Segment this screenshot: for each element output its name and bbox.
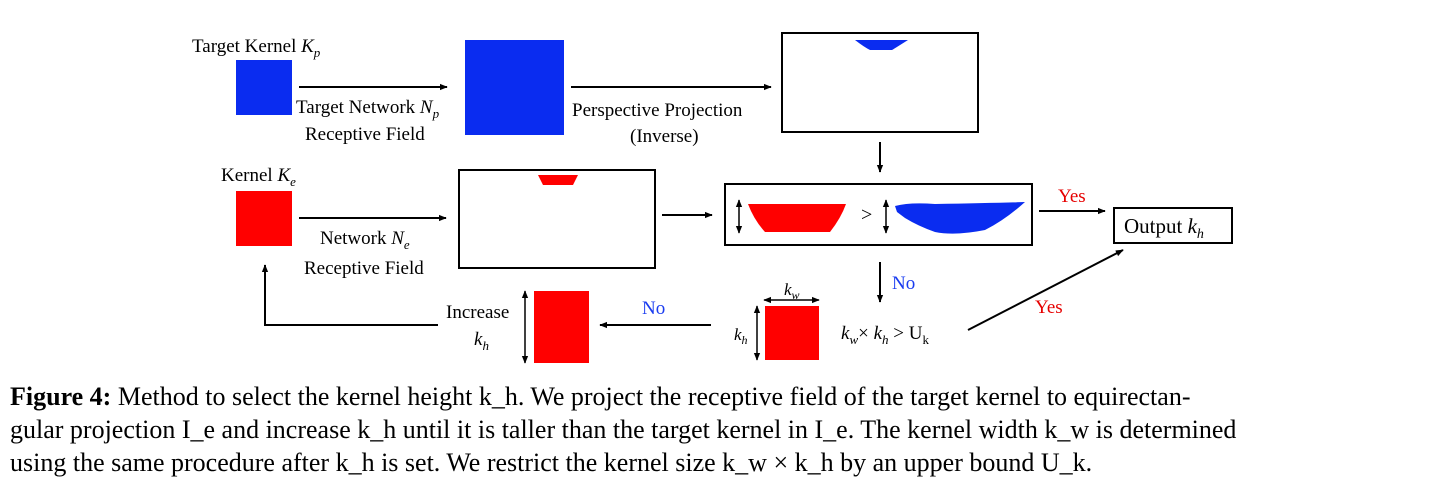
no-label-left: No	[642, 298, 665, 319]
kh-label-small: kh	[734, 325, 748, 347]
perspective-inverse-label: (Inverse)	[630, 126, 699, 147]
caption-line-1: Figure 4: Method to select the kernel he…	[10, 380, 1430, 413]
target-network-label: Target Network Np	[296, 97, 440, 121]
increase-kh-label: kh	[474, 329, 489, 353]
caption-line-3: using the same procedure after k_h is se…	[10, 448, 1093, 477]
increase-label: Increase	[446, 302, 509, 323]
perspective-projection-label: Perspective Projection	[572, 100, 743, 121]
bound-condition: kw× kh > Uk	[841, 323, 929, 347]
blue-region-compare	[895, 202, 1025, 234]
kw-label: kw	[784, 280, 800, 302]
kernel-label: Kernel Ke	[221, 165, 296, 189]
caption-line-2: gular projection I_e and increase k_h un…	[10, 415, 1237, 444]
increased-kernel-rect	[534, 291, 589, 363]
target-receptive-field-square	[465, 40, 564, 135]
output-label: Output kh	[1124, 214, 1204, 242]
figure-caption: Figure 4: Method to select the kernel he…	[10, 380, 1430, 479]
caption-label: Figure 4:	[10, 382, 112, 411]
no-label-down: No	[892, 273, 915, 294]
yes-label-top: Yes	[1058, 186, 1086, 207]
network-label: Network Ne	[320, 228, 410, 252]
equirect-frame-network	[458, 169, 656, 269]
target-kernel-square	[236, 60, 292, 115]
projected-target-kernel	[855, 40, 908, 50]
network-receptive-field-label: Receptive Field	[304, 258, 424, 279]
arrow-yes-to-output	[967, 249, 1124, 331]
method-diagram: Target Kernel Kp Target Network Np Recep…	[192, 32, 1233, 364]
compare-operator: >	[861, 204, 872, 226]
yes-label-bottom: Yes	[1035, 297, 1063, 318]
red-region-compare	[748, 204, 846, 232]
feedback-arrow	[261, 264, 438, 326]
kernel-square	[236, 191, 292, 246]
output-box	[1113, 207, 1233, 244]
target-kernel-label: Target Kernel Kp	[192, 36, 321, 60]
target-receptive-field-label: Receptive Field	[305, 124, 425, 145]
current-kernel-square	[765, 306, 819, 360]
caption-text-1: Method to select the kernel height k_h. …	[117, 382, 1191, 411]
projected-network-kernel	[538, 175, 578, 185]
